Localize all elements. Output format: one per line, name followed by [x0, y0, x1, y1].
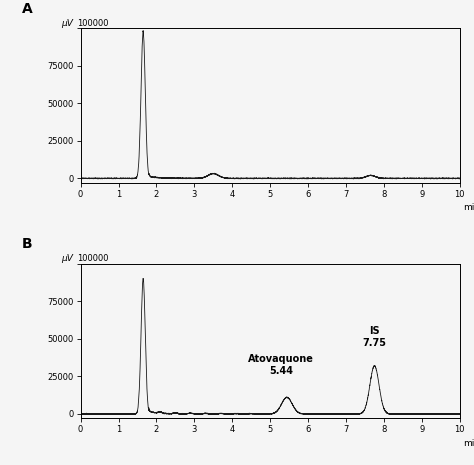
Text: min: min — [464, 203, 474, 212]
Text: µV: µV — [61, 19, 73, 27]
Text: IS: IS — [369, 326, 380, 336]
Text: 100000: 100000 — [77, 254, 108, 263]
Text: 5.44: 5.44 — [269, 366, 293, 376]
Text: 7.75: 7.75 — [363, 338, 386, 348]
Text: A: A — [22, 1, 33, 15]
Text: min: min — [464, 438, 474, 448]
Text: B: B — [22, 237, 32, 251]
Text: Atovaquone: Atovaquone — [248, 354, 314, 364]
Text: µV: µV — [61, 254, 73, 263]
Text: 100000: 100000 — [77, 19, 108, 27]
